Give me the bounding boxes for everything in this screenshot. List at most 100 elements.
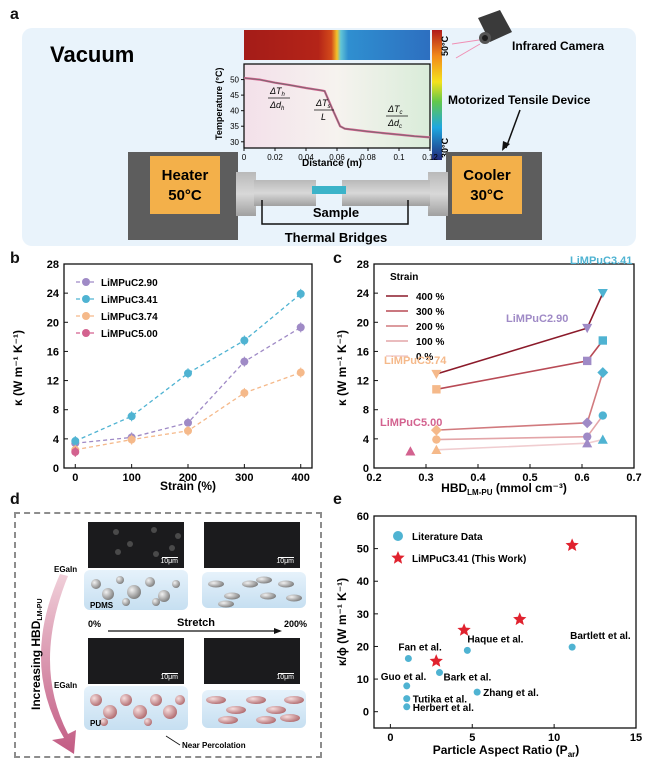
data-point [184, 418, 192, 427]
legend-entry: LiMPuC5.00 [101, 329, 158, 340]
y-tick-label: 8 [363, 405, 369, 417]
infrared-camera-label: Infrared Camera [512, 39, 604, 53]
increasing-hbd-label: Increasing HBDLM-PU [29, 598, 44, 710]
inset-x-tick-label: 0.12 [422, 153, 438, 162]
data-point [405, 446, 416, 456]
droplet [133, 705, 147, 719]
panel-letter-a: a [10, 6, 19, 23]
sample-bracket [261, 200, 409, 225]
y-tick-label: 16 [47, 346, 59, 358]
droplet [260, 592, 276, 600]
pct-end-label: 200% [284, 619, 307, 629]
this-work-point [565, 538, 579, 551]
panel-a-setup: Vacuum 50°C 30°C Infrared Camera Motoriz… [22, 10, 636, 246]
panel-letter-e: e [333, 491, 342, 508]
legend-marker [82, 278, 90, 286]
literature-point [473, 688, 481, 696]
point-label: LiMPuC3.41 [570, 255, 632, 267]
inset-x-tick-label: 0.04 [298, 153, 314, 162]
data-point [71, 437, 80, 446]
svg-text:Δdc: Δdc [387, 118, 402, 130]
panel-d-graphics: Increasing HBDLM-PU EGaIn PDMS EGaIn PU … [29, 527, 307, 754]
sem-pdms-0: 10μm [88, 522, 184, 568]
data-point [184, 426, 192, 435]
x-axis-label: Strain (%) [160, 479, 216, 493]
data-point [597, 288, 608, 299]
sem-particle [115, 549, 121, 555]
colorbar-bottom-label: 30°C [440, 137, 450, 158]
y-tick-label: 50 [357, 544, 369, 556]
panel-b-chart: 0 100 200 300 400 0 4 8 12 16 20 24 28 Strain (%) κ (W… [11, 259, 313, 493]
panel-letter-b: b [10, 250, 20, 267]
this-work-point [513, 612, 527, 626]
legend-title: Strain [390, 272, 418, 283]
y-tick-label: 20 [357, 641, 369, 653]
vacuum-label: Vacuum [50, 42, 134, 67]
droplet [150, 694, 162, 706]
inset-x-tick-label: 0 [242, 153, 247, 162]
literature-label: Tutika et al. [413, 695, 467, 706]
droplet [145, 577, 155, 587]
droplet [91, 579, 101, 589]
droplet [90, 694, 102, 706]
right-clamp [428, 172, 448, 216]
data-point [240, 336, 249, 345]
panel-e-chart: 0 5 10 15 0 10 20 30 40 50 60 Particle Aspect Ratio… [335, 511, 642, 759]
literature-label: Bartlett et al. [570, 631, 631, 642]
data-point [240, 357, 249, 366]
y-tick-label: 0 [363, 463, 369, 475]
literature-label: Herbert et al. [413, 703, 474, 714]
literature-label: Zhang et al. [483, 688, 539, 699]
plot-frame [373, 263, 635, 469]
near-percolation-pointer [165, 735, 181, 746]
ir-thermal-image [244, 30, 430, 60]
legend-entry: 200 % [416, 322, 444, 333]
data-point [582, 438, 593, 448]
literature-label: Guo et al. [381, 672, 427, 683]
droplet [127, 585, 141, 599]
data-point [296, 323, 305, 332]
tensile-device-arrow [505, 109, 521, 149]
x-tick-label: 0.4 [470, 472, 486, 484]
data-point [583, 356, 592, 366]
annotation-c: ΔTc Δdc [386, 104, 408, 130]
series-line [436, 372, 604, 431]
egaln-top-label: EGaIn [54, 565, 77, 574]
y-tick-label: 8 [53, 405, 59, 417]
sem-particle [175, 533, 181, 539]
legend-entry: Literature Data [412, 532, 483, 543]
svg-text:ΔTs: ΔTs [315, 98, 331, 110]
y-tick-label: 28 [47, 259, 59, 271]
annotation-h: ΔTh Δdh [268, 86, 290, 112]
sem-pu-200: 10μm [204, 638, 300, 684]
droplet [242, 580, 258, 588]
x-tick-label: 0 [72, 472, 78, 484]
droplet [226, 706, 246, 714]
svg-text:L: L [321, 112, 326, 122]
literature-point [436, 669, 443, 677]
panel-d-schematic: 10μm 10μm 10μm 10μm Increasi [14, 512, 322, 758]
droplet [102, 588, 114, 600]
y-tick-label: 40 [357, 576, 369, 588]
droplet [172, 580, 180, 588]
legend-marker [82, 295, 90, 303]
data-point [583, 432, 592, 441]
legend-marker [82, 312, 90, 320]
droplet [218, 716, 238, 724]
series-line [436, 340, 604, 391]
y-tick-label: 12 [357, 376, 369, 388]
y-tick-label: 30 [357, 609, 369, 621]
inset-y-tick-label: 45 [230, 91, 239, 100]
droplet [266, 706, 286, 714]
data-point [597, 367, 609, 379]
droplet [175, 695, 185, 705]
data-point [240, 388, 249, 397]
inset-x-tick-label: 0.06 [329, 153, 345, 162]
inset-xlabel: Distance (m) [302, 158, 362, 169]
cooler-label: Cooler [463, 167, 511, 184]
inset-y-tick-label: 30 [230, 138, 239, 147]
near-percolation-label: Near Percolation [182, 741, 246, 750]
y-tick-label: 20 [357, 317, 369, 329]
sem-pdms-200: 10μm [204, 522, 300, 568]
infrared-camera-icon [451, 10, 512, 59]
